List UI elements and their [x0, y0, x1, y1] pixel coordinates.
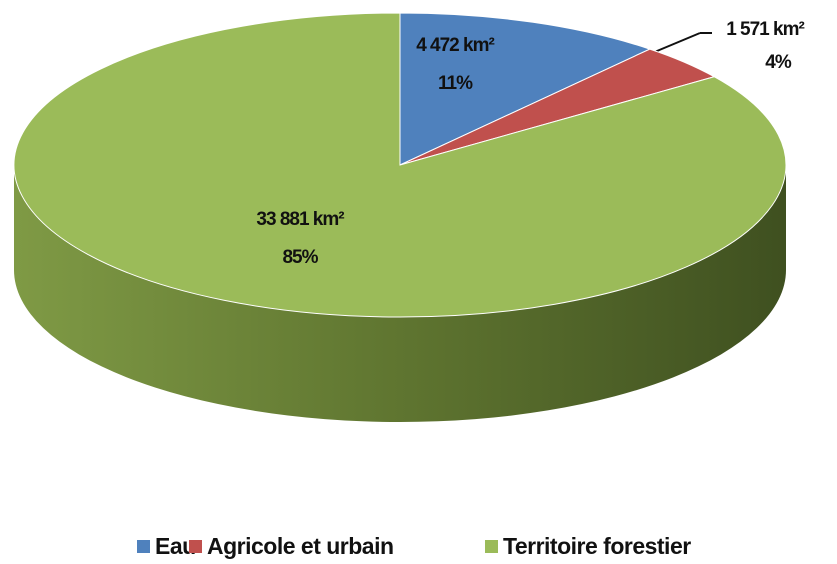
percent-label: 4% — [765, 52, 792, 73]
pie-side — [14, 165, 786, 422]
data-label: 1 571 km² — [726, 19, 804, 40]
legend-swatch — [189, 540, 202, 553]
legend-swatch — [137, 540, 150, 553]
legend-label: Territoire forestier — [503, 533, 691, 559]
pie-slice — [399, 12, 652, 166]
data-label: 4 472 km² — [416, 35, 494, 56]
data-label: 33 881 km² — [256, 209, 344, 230]
percent-label: 85% — [282, 247, 318, 268]
pie-slice — [13, 12, 787, 318]
legend-swatch — [485, 540, 498, 553]
legend-label: Agricole et urbain — [207, 533, 394, 559]
percent-label: 11% — [438, 73, 473, 94]
